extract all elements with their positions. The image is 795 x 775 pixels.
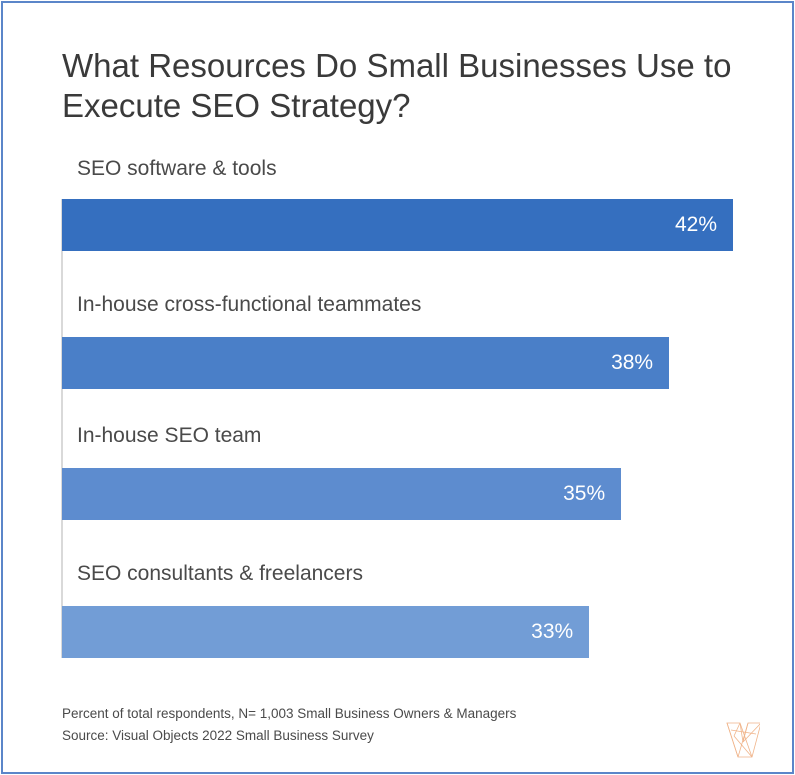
visual-objects-logo-icon: [726, 722, 760, 758]
data-label: 42%: [674, 213, 717, 236]
bar: 33%: [62, 606, 590, 658]
footnote-source: Source: Visual Objects 2022 Small Busine…: [62, 728, 374, 743]
footnote-respondents: Percent of total respondents, N= 1,003 S…: [62, 706, 517, 721]
category-label: SEO consultants & freelancers: [77, 562, 363, 585]
bar: 42%: [62, 199, 733, 251]
data-label: 38%: [611, 351, 654, 374]
chart-title: What Resources Do Small Businesses Use t…: [62, 47, 732, 124]
category-label: SEO software & tools: [77, 157, 277, 180]
data-label: 35%: [563, 482, 606, 505]
category-label: In-house cross-functional teammates: [77, 293, 422, 316]
bar: 35%: [62, 468, 622, 520]
category-label: In-house SEO team: [77, 424, 262, 447]
data-label: 33%: [531, 620, 574, 643]
y-axis-line: [61, 199, 63, 658]
bar: 38%: [62, 337, 670, 389]
